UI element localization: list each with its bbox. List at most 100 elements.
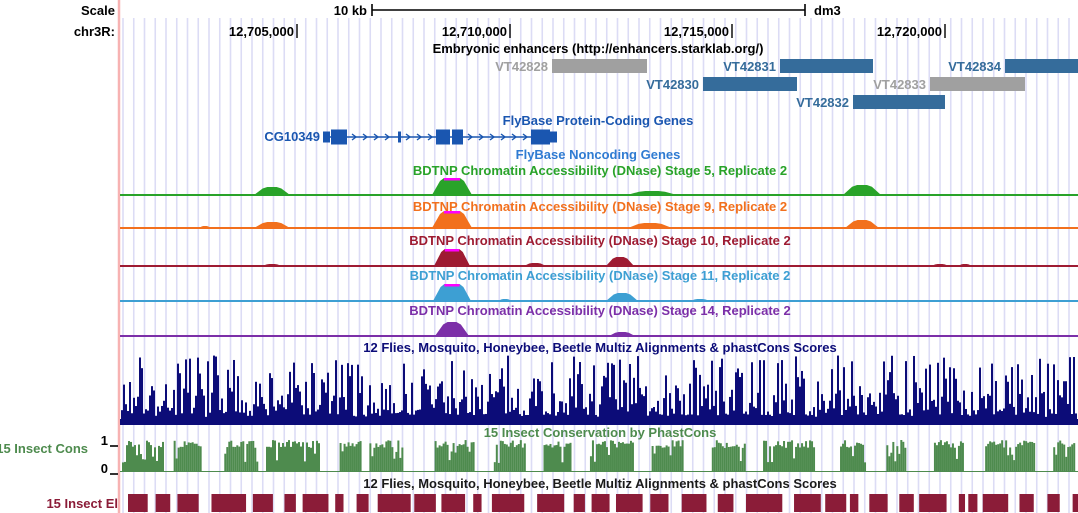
bdtnp-track-title: BDTNP Chromatin Accessibility (DNase) St… [413, 163, 787, 178]
signal-peak [498, 299, 512, 301]
conservation-left-label: 15 Insect Cons [0, 441, 88, 456]
signal-peak [845, 220, 879, 228]
ruler-tick[interactable]: 12,715,000 [664, 24, 733, 39]
multiz-bars[interactable] [120, 355, 1078, 425]
enhancer-box[interactable] [703, 77, 797, 91]
insect-elements-left-label: 15 Insect El [46, 496, 118, 511]
strand-arrow-icon [478, 133, 485, 141]
multiz-baseline-strip [120, 419, 1078, 425]
clipped-peak-cap [444, 249, 460, 252]
insect-element-blocks[interactable] [128, 494, 1078, 512]
signal-peak [958, 264, 972, 266]
enhancer-box[interactable] [780, 59, 873, 73]
ruler-tick-label: 12,705,000 [229, 24, 294, 39]
signal-peak [628, 223, 672, 228]
signal-peak [606, 257, 634, 266]
ruler-tick-label: 12,720,000 [877, 24, 942, 39]
bdtnp-track-title: BDTNP Chromatin Accessibility (DNase) St… [410, 268, 791, 283]
enhancer-item-VT42834[interactable]: VT42834 [948, 59, 1078, 74]
bdtnp-track-title: BDTNP Chromatin Accessibility (DNase) St… [409, 233, 790, 248]
ruler-tick-label: 12,710,000 [442, 24, 507, 39]
bdtnp-track-3[interactable]: BDTNP Chromatin Accessibility (DNase) St… [120, 268, 1078, 302]
enhancer-item-VT42832[interactable]: VT42832 [796, 95, 945, 110]
enhancer-box[interactable] [853, 95, 945, 109]
enhancer-item-VT42830[interactable]: VT42830 [646, 77, 797, 92]
conservation-bars[interactable] [120, 440, 1078, 472]
clipped-peak-cap [444, 211, 460, 214]
enhancer-label: VT42831 [723, 59, 776, 74]
bdtnp-track-0[interactable]: BDTNP Chromatin Accessibility (DNase) St… [120, 163, 1078, 196]
signal-peak [434, 249, 470, 266]
enhancer-item-VT42833[interactable]: VT42833 [873, 77, 1025, 92]
exon-block [323, 131, 330, 143]
scale-bar-length-label: 10 kb [334, 3, 367, 18]
enhancer-label: VT42834 [948, 59, 1002, 74]
enhancer-label: VT42828 [495, 59, 548, 74]
enhancer-item-VT42831[interactable]: VT42831 [723, 59, 873, 74]
bdtnp-track-4[interactable]: BDTNP Chromatin Accessibility (DNase) St… [120, 303, 1078, 337]
enhancer-box[interactable] [552, 59, 647, 73]
flybase-coding-track-title: FlyBase Protein-Coding Genes [503, 113, 694, 128]
bdtnp-track-title: BDTNP Chromatin Accessibility (DNase) St… [409, 303, 790, 318]
strand-arrow-icon [427, 133, 434, 141]
enhancer-label: VT42833 [873, 77, 926, 92]
signal-peak [435, 322, 469, 336]
scale-bar [371, 4, 806, 16]
enhancers-track-title: Embryonic enhancers (http://enhancers.st… [433, 41, 764, 56]
enhancer-label: VT42830 [646, 77, 699, 92]
conservation-track-title: 15 Insect Conservation by PhastCons [484, 425, 717, 440]
enhancer-label: VT42832 [796, 95, 849, 110]
signal-peak [432, 211, 472, 228]
clipped-peak-cap [444, 284, 460, 287]
gene-model-CG10349[interactable]: CG10349 [264, 129, 557, 145]
strand-arrow-icon [384, 133, 391, 141]
scale-label: Scale [81, 3, 115, 18]
exon-block [452, 129, 463, 145]
ruler-tick[interactable]: 12,710,000 [442, 24, 511, 39]
signal-peak [843, 185, 881, 195]
signal-peak [199, 226, 211, 228]
strand-arrow-icon [500, 133, 507, 141]
strand-arrow-icon [362, 133, 369, 141]
exon-block [398, 131, 401, 143]
signal-peak [254, 222, 290, 228]
clipped-peak-cap [444, 178, 460, 181]
bdtnp-track-2[interactable]: BDTNP Chromatin Accessibility (DNase) St… [120, 233, 1078, 267]
signal-peak [262, 264, 282, 266]
strand-arrow-icon [511, 133, 518, 141]
axis-min-label: 0 [101, 461, 108, 476]
signal-peak [627, 191, 677, 195]
exon-block [436, 129, 450, 145]
strand-arrow-icon [489, 133, 496, 141]
ruler-tick[interactable]: 12,720,000 [877, 24, 946, 39]
exon-block [331, 129, 347, 145]
bdtnp-track-1[interactable]: BDTNP Chromatin Accessibility (DNase) St… [120, 199, 1078, 229]
strand-arrow-icon [351, 133, 358, 141]
strand-arrow-icon [405, 133, 412, 141]
strand-arrow-icon [522, 133, 529, 141]
signal-peak [606, 293, 638, 301]
exon-block [531, 129, 550, 145]
chromosome-label: chr3R: [74, 24, 115, 39]
strand-arrow-icon [467, 133, 474, 141]
flybase-noncoding-track-title: FlyBase Noncoding Genes [516, 147, 681, 162]
axis-max-label: 1 [101, 433, 108, 448]
multiz-track-title: 12 Flies, Mosquito, Honeybee, Beetle Mul… [363, 340, 836, 355]
signal-peak [690, 299, 710, 301]
strand-arrow-icon [373, 133, 380, 141]
gene-label: CG10349 [264, 129, 320, 144]
enhancer-item-VT42828[interactable]: VT42828 [495, 59, 647, 74]
signal-peak [254, 187, 290, 195]
exon-block [550, 131, 557, 143]
multiz2-track-title: 12 Flies, Mosquito, Honeybee, Beetle Mul… [363, 476, 836, 491]
strand-arrow-icon [416, 133, 423, 141]
signal-peak [931, 264, 949, 266]
assembly-label: dm3 [814, 3, 841, 18]
signal-peak [432, 178, 472, 195]
ruler-tick[interactable]: 12,705,000 [229, 24, 298, 39]
signal-peak [524, 263, 546, 266]
enhancer-box[interactable] [1005, 59, 1078, 73]
enhancer-box[interactable] [930, 77, 1025, 91]
